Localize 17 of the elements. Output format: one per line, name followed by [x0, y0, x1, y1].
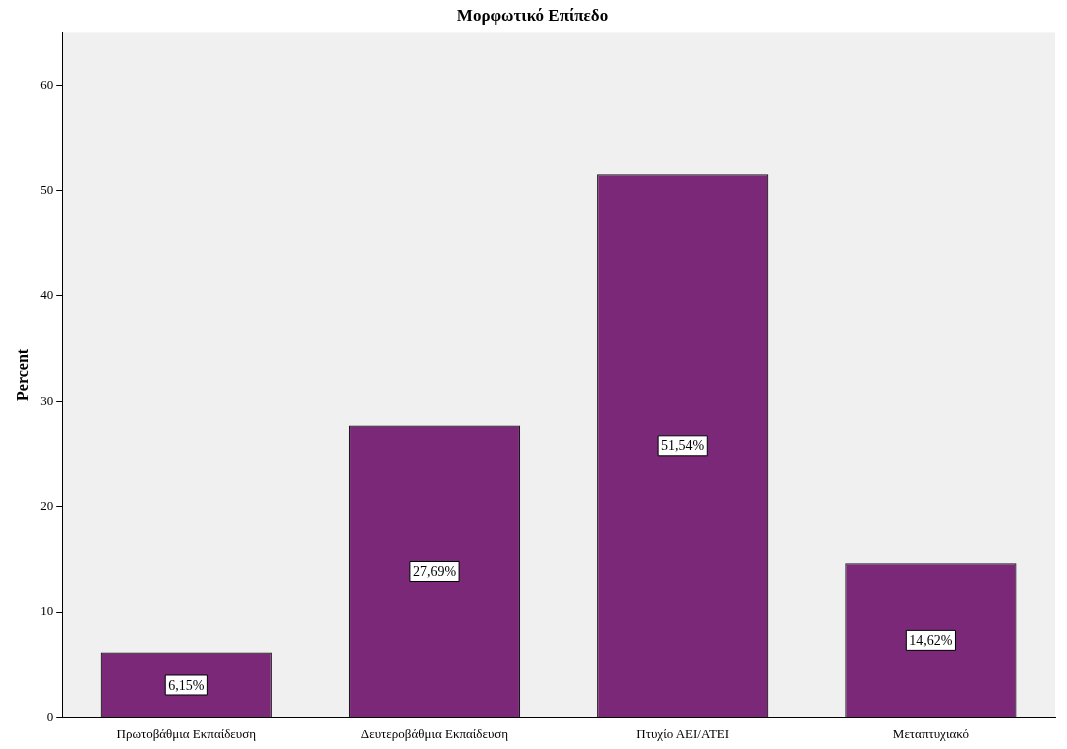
y-tick-label: 20 [40, 498, 54, 514]
data-label: 27,69% [412, 564, 457, 580]
y-tick-label: 30 [40, 392, 54, 408]
x-tick-label: Δευτεροβάθμια Εκπαίδευση [360, 725, 509, 741]
y-tick-label: 60 [40, 76, 54, 92]
data-label: 51,54% [661, 438, 705, 454]
y-axis-title: Percent [13, 348, 31, 401]
y-tick-label: 40 [40, 287, 54, 303]
data-label: 14,62% [909, 633, 953, 649]
y-tick-label: 50 [40, 181, 54, 197]
chart-title: Μορφωτικό Επίπεδο [456, 5, 609, 25]
x-tick-label: Πτυχίο ΑΕΙ/ΑΤΕΙ [636, 725, 730, 741]
x-tick-label: Μεταπτυχιακό [892, 725, 969, 741]
y-tick-label: 0 [46, 708, 54, 724]
y-tick-label: 10 [40, 603, 54, 619]
data-label: 6,15% [168, 677, 205, 693]
x-tick-label: Πρωτοβάθμια Εκπαίδευση [116, 725, 257, 741]
